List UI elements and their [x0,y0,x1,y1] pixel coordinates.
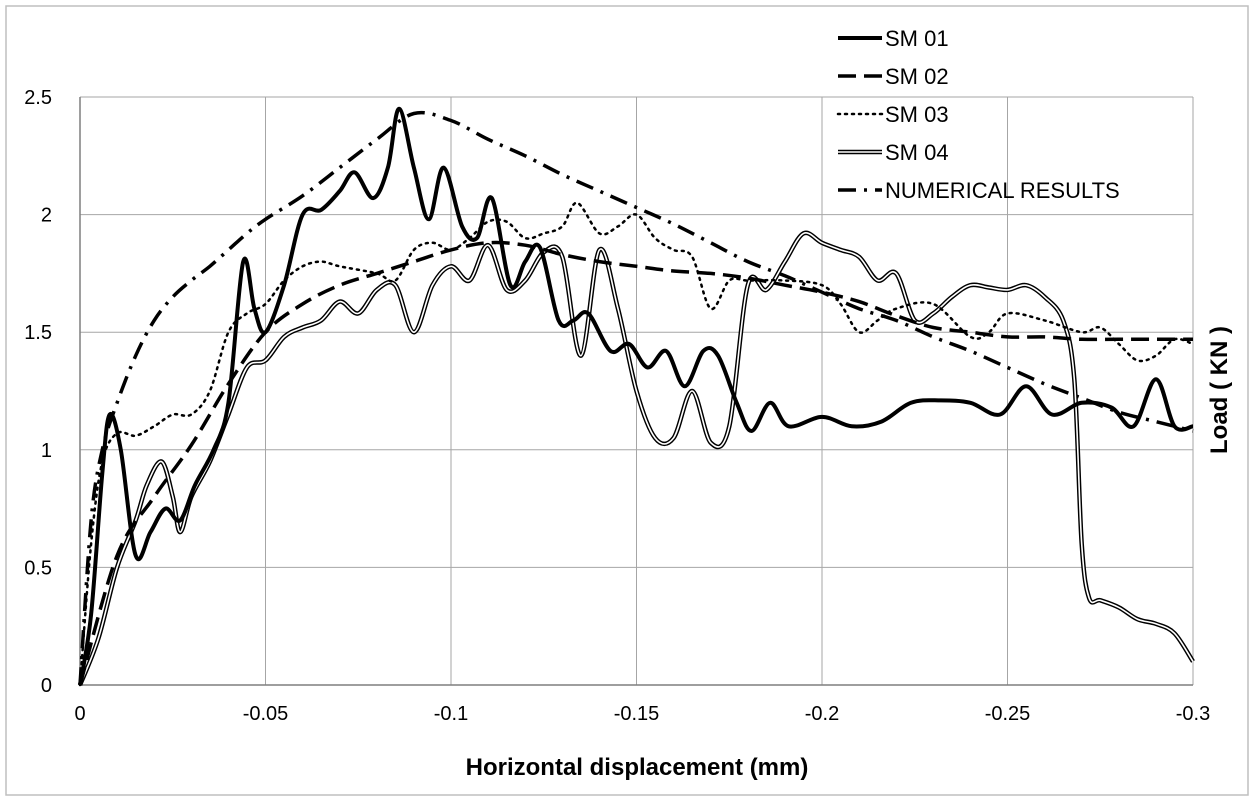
x-tick-label-5: -0.25 [985,703,1031,725]
series-line-sm-03 [78,201,1195,687]
chart-border [5,5,1249,796]
x-tick-label-3: -0.15 [614,703,660,725]
x-tick-label-1: -0.05 [243,703,289,725]
series-sm-04 [77,230,1195,686]
series-sm-03 [78,201,1195,687]
y-tick-label-4: 2 [41,205,52,227]
x-tick-label-4: -0.2 [805,703,839,725]
legend: SM 01 SM 02 SM 03 SM 04 NUMERICAL RESULTS [836,26,1120,203]
x-tick-label-2: -0.1 [434,703,468,725]
y-axis-title: Load ( KN ) [1206,326,1233,454]
legend-label-sm-02: SM 02 [885,64,949,89]
series-line-inner-sm-04 [79,232,1194,686]
x-axis-title: Horizontal displacement (mm) [466,754,809,781]
x-tick-label-0: 0 [74,703,85,725]
legend-label-sm-04: SM 04 [885,140,949,165]
x-tick-label-6: -0.3 [1176,703,1210,725]
axes [79,97,1193,686]
y-tick-label-5: 2.5 [24,87,52,109]
legend-item-sm-03: SM 03 [836,102,949,127]
y-tick-label-0: 0 [41,675,52,697]
legend-item-numerical-results: NUMERICAL RESULTS [838,178,1120,203]
y-tick-label-2: 1 [41,440,52,462]
legend-label-sm-03: SM 03 [885,102,949,127]
y-tick-label-1: 0.5 [24,557,52,579]
series-numerical-results [78,110,1194,686]
legend-label-numerical-results: NUMERICAL RESULTS [885,178,1120,203]
legend-item-sm-04: SM 04 [838,140,949,165]
series-line-sm-01 [78,106,1194,686]
series-line-sm-02 [78,240,1193,686]
legend-item-sm-01: SM 01 [838,26,949,51]
legend-item-sm-02: SM 02 [838,64,949,89]
series-sm-01 [78,106,1194,686]
legend-label-sm-01: SM 01 [885,26,949,51]
series-sm-02 [78,240,1193,686]
series [77,106,1195,687]
tick-labels: 0 0.5 1 1.5 2 2.5 0 -0.05 -0.1 -0.15 -0.2 -0.25 -0.3 [24,87,1210,725]
series-line-numerical-results [78,110,1194,686]
y-tick-label-3: 1.5 [24,322,52,344]
